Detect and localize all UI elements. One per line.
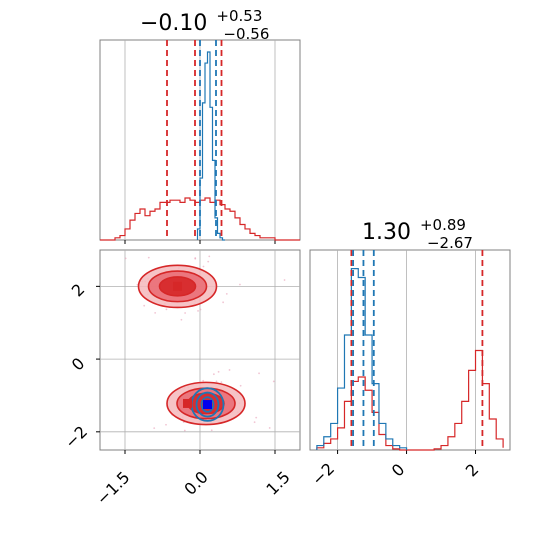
- hist2-step-red: [316, 349, 504, 451]
- title-param-1: −0.10 +0.53 −0.56: [140, 2, 269, 43]
- joint-sample-0-66: [143, 304, 146, 307]
- y-tick-label-3: −2: [61, 422, 91, 452]
- title-param-2-value: 1.30: [362, 220, 411, 245]
- joint-sample-1-36: [258, 372, 260, 375]
- histogram-panel-param-2: [309, 249, 511, 454]
- x-tick-label-right-3: 2: [462, 460, 483, 481]
- joint-sample-0-5: [180, 318, 183, 321]
- joint-sample-0-23: [147, 256, 150, 259]
- joint-sample-0-21: [124, 257, 127, 260]
- x-tick-label-right-1: −2: [308, 459, 338, 489]
- y-tick-label-1: 2: [68, 280, 89, 301]
- joint-sample-1-0: [239, 384, 242, 387]
- x-tick-label-left-2: 0.0: [180, 467, 211, 498]
- joint-sample-1-34: [228, 369, 231, 371]
- title-param-1-value: −0.10: [140, 11, 207, 36]
- joint-contour-panel: [96, 249, 301, 454]
- joint-sample-1-48: [212, 373, 215, 376]
- joint-sample-0-55: [154, 311, 157, 314]
- x-tick-label-right-2: 0: [388, 460, 409, 481]
- joint-sample-1-11: [202, 379, 205, 382]
- joint-sample-0-60: [222, 301, 225, 304]
- title-param-1-upper: +0.53: [216, 7, 262, 25]
- joint-sample-1-50: [210, 429, 213, 432]
- joint-sample-0-58: [194, 257, 197, 259]
- title-param-1-lower: −0.56: [223, 25, 269, 43]
- joint-sample-0-0: [283, 279, 286, 281]
- tick-labels: −1.5 0.0 1.5 2 0 −2 −2 0 2: [61, 280, 482, 509]
- x-tick-label-left-3: 1.5: [262, 467, 293, 498]
- joint-sample-0-34: [208, 255, 211, 258]
- joint-sample-0-63: [207, 260, 210, 263]
- joint-sample-1-59: [255, 416, 258, 419]
- joint-sample-1-9: [272, 380, 275, 383]
- joint-sample-0-59: [199, 308, 202, 311]
- joint-sample-1-16: [153, 427, 156, 430]
- joint-marker-3: [203, 400, 212, 410]
- joint-blue-contour-level2: [195, 391, 220, 418]
- y-tick-label-2: 0: [68, 354, 89, 375]
- joint-sample-1-28: [268, 427, 271, 429]
- joint-sample-0-26: [239, 283, 241, 286]
- title-param-2: 1.30 +0.89 −2.67: [362, 211, 473, 252]
- joint-sample-1-68: [183, 429, 186, 432]
- joint-sample-0-54: [202, 265, 205, 268]
- x-tick-label-left-1: −1.5: [93, 468, 134, 509]
- joint-sample-0-31: [225, 292, 228, 295]
- hist1-step-blue: [196, 51, 225, 241]
- joint-sample-1-56: [220, 381, 223, 384]
- joint-sample-0-47: [197, 310, 199, 312]
- title-param-2-upper: +0.89: [420, 216, 466, 234]
- joint-sample-1-23: [217, 370, 220, 373]
- joint-sample-0-38: [165, 308, 168, 311]
- joint-sample-1-26: [253, 421, 256, 424]
- joint-marker-2: [183, 398, 192, 408]
- joint-sample-1-60: [165, 423, 167, 426]
- joint-blue-contour-level3: [200, 396, 215, 413]
- joint-sample-1-8: [215, 380, 218, 383]
- histogram-panel-param-1: [99, 39, 301, 244]
- joint-marker-1: [173, 281, 182, 291]
- hist2-step-blue: [316, 268, 408, 450]
- title-param-2-lower: −2.67: [427, 234, 473, 252]
- joint-sample-0-32: [184, 312, 187, 314]
- hist1-step-red: [100, 197, 300, 241]
